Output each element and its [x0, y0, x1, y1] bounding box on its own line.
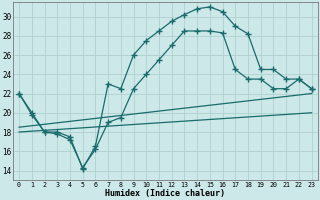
X-axis label: Humidex (Indice chaleur): Humidex (Indice chaleur)	[105, 189, 225, 198]
